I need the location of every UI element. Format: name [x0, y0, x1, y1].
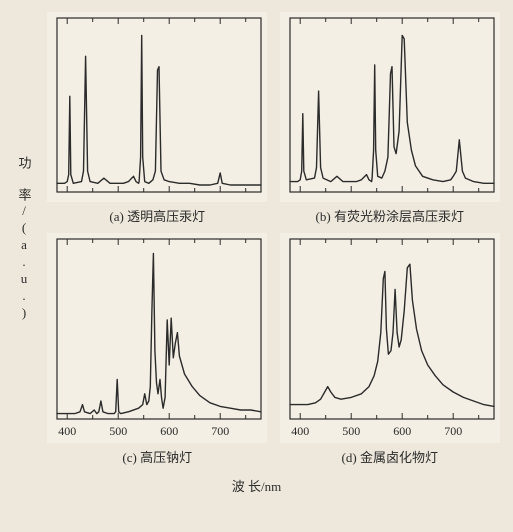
- svg-text:500: 500: [109, 424, 127, 438]
- svg-text:600: 600: [160, 424, 178, 438]
- panel-b: (b) 有荧光粉涂层高压汞灯: [279, 12, 502, 225]
- chart-c: 400 500 600 700: [47, 233, 267, 443]
- panel-a: (a) 透明高压汞灯: [46, 12, 269, 225]
- y-axis-label: 功 率/(a.u.): [15, 156, 34, 322]
- caption-d: (d) 金属卤化物灯: [342, 447, 438, 466]
- caption-b: (b) 有荧光粉涂层高压汞灯: [316, 206, 464, 225]
- chart-b: [280, 12, 500, 202]
- panel-c: 400 500 600 700 (c) 高压钠灯: [46, 233, 269, 466]
- svg-text:700: 700: [211, 424, 229, 438]
- caption-c: (c) 高压钠灯: [122, 447, 192, 466]
- chart-a: [47, 12, 267, 202]
- panel-d: 400 500 600 700 (d) 金属卤化物灯: [279, 233, 502, 466]
- svg-text:500: 500: [342, 424, 360, 438]
- spectra-figure: 功 率/(a.u.) (a) 透明高压汞灯 (b) 有荧光粉涂层高压汞灯 400…: [12, 12, 501, 495]
- x-axis-label: 波 长/nm: [12, 476, 501, 495]
- caption-a: (a) 透明高压汞灯: [109, 206, 205, 225]
- svg-text:700: 700: [444, 424, 462, 438]
- svg-text:600: 600: [393, 424, 411, 438]
- svg-text:400: 400: [58, 424, 76, 438]
- svg-text:400: 400: [291, 424, 309, 438]
- chart-d: 400 500 600 700: [280, 233, 500, 443]
